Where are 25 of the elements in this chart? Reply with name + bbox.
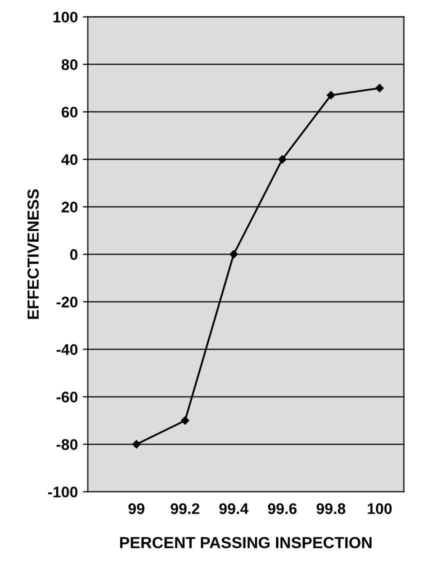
y-tick-label: 100 — [54, 12, 78, 23]
y-tick-label: -80 — [56, 439, 78, 450]
point — [180, 416, 190, 425]
point — [278, 155, 286, 164]
y-tick-label: 40 — [61, 154, 78, 166]
point — [132, 440, 141, 448]
y-tick-label: -100 — [48, 486, 78, 498]
y-tick-label: -20 — [56, 296, 78, 308]
point — [375, 84, 384, 92]
y-axis-title: EFFECTIVENESS — [27, 189, 39, 319]
y-tick-label: 0 — [70, 249, 78, 260]
x-tick-label: 99 — [128, 503, 144, 514]
y-tick-label: 60 — [62, 106, 78, 118]
y-tick-label: -40 — [56, 344, 78, 355]
y-tick-label: 20 — [62, 202, 78, 212]
x-tick-label: 99.4 — [219, 503, 248, 514]
point — [326, 91, 336, 100]
y-tick-label: -60 — [56, 392, 78, 402]
x-tick-label: 99.6 — [268, 503, 297, 514]
point — [230, 250, 238, 258]
x-axis-title: PERCENT PASSING INSPECTION — [120, 536, 372, 548]
y-tick-label: 80 — [62, 59, 78, 70]
x-tick-label: 100 — [368, 503, 392, 514]
x-tick-label: 99.8 — [316, 503, 346, 514]
x-tick-label: 99.2 — [170, 503, 200, 514]
